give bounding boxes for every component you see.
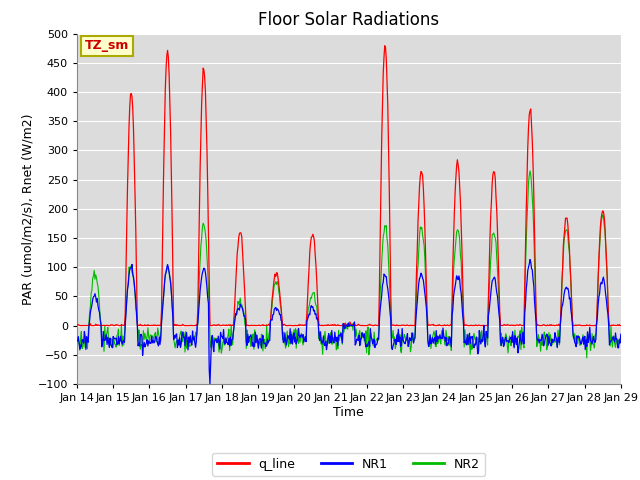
Y-axis label: PAR (umol/m2/s), Rnet (W/m2): PAR (umol/m2/s), Rnet (W/m2)	[22, 113, 35, 304]
Legend: q_line, NR1, NR2: q_line, NR1, NR2	[212, 453, 485, 476]
X-axis label: Time: Time	[333, 406, 364, 419]
Title: Floor Solar Radiations: Floor Solar Radiations	[258, 11, 440, 29]
Text: TZ_sm: TZ_sm	[85, 39, 129, 52]
